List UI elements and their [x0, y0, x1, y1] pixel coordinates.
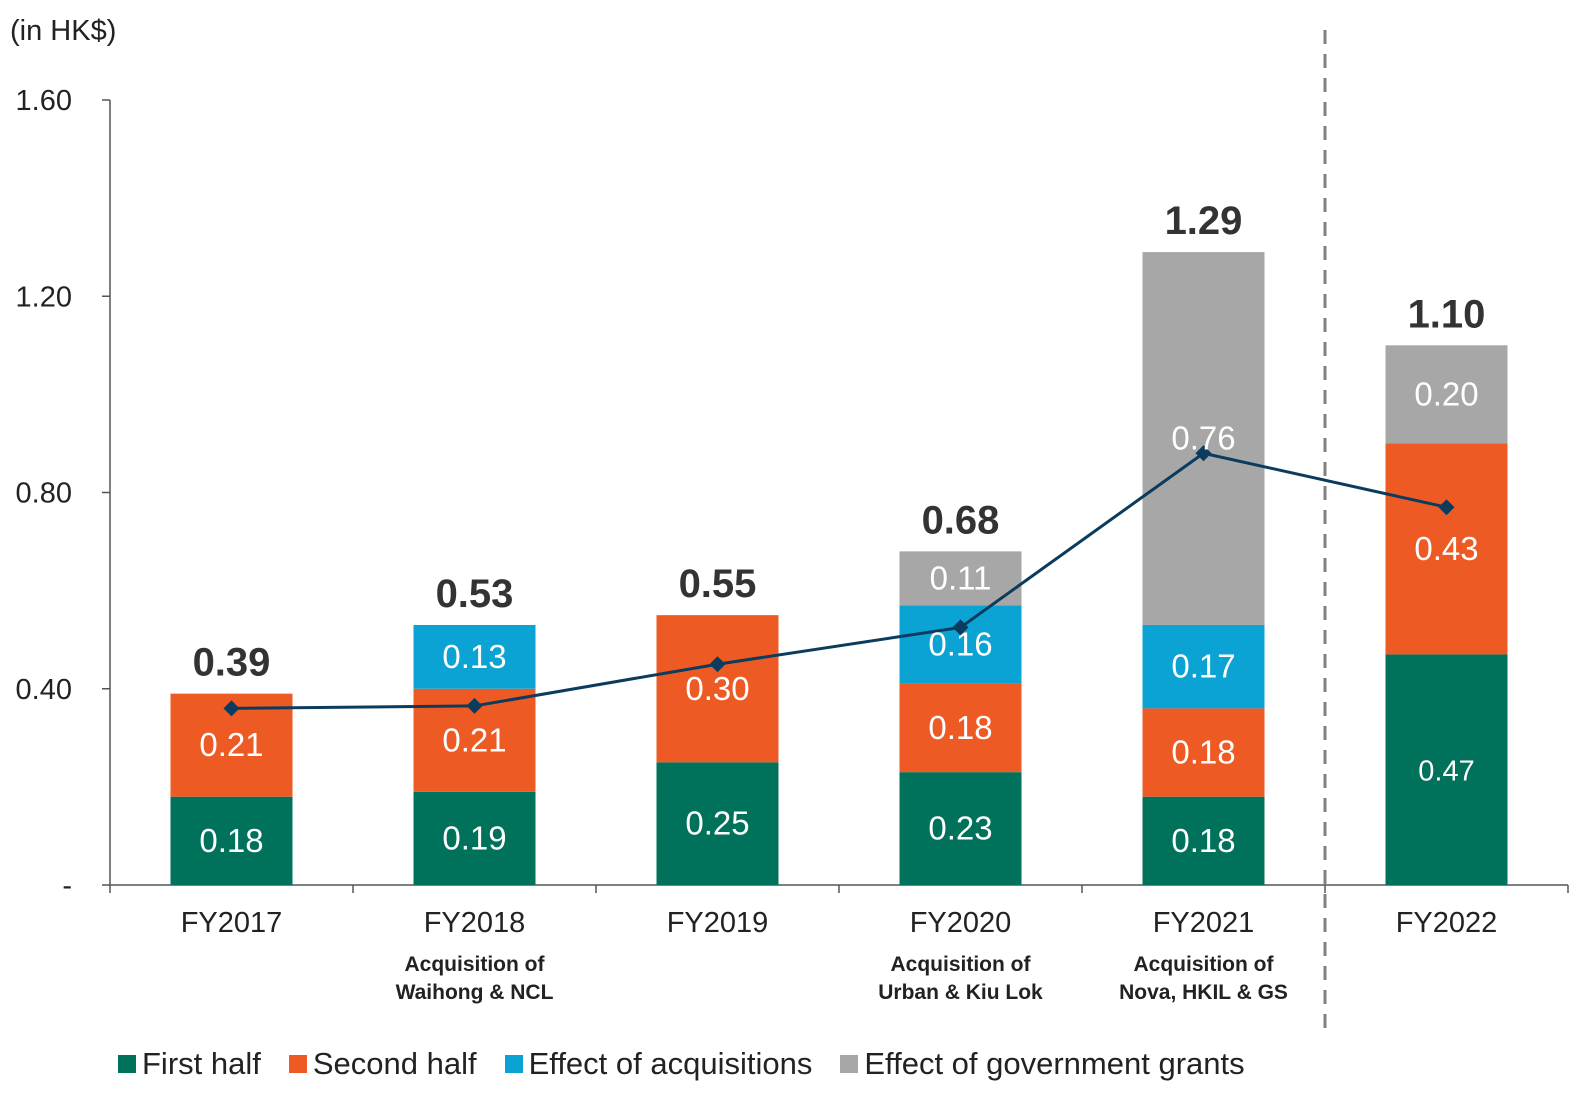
bar-segment	[899, 551, 1022, 606]
data-label: 0.21	[442, 721, 506, 758]
unit-label: (in HK$)	[10, 15, 116, 47]
trend-point	[709, 656, 726, 673]
bar-segment	[1385, 345, 1508, 444]
legend-item: Effect of acquisitions	[504, 1046, 813, 1082]
total-label: 0.39	[193, 641, 271, 685]
data-label: 0.20	[1414, 375, 1478, 412]
y-tick-label: 0.40	[16, 674, 72, 706]
legend-swatch	[118, 1055, 136, 1073]
axis-layer: - 0.40 0.80 1.20 1.60	[16, 30, 1569, 1030]
legend-swatch	[840, 1055, 859, 1073]
legend-label: Second half	[312, 1046, 477, 1081]
total-label: 0.53	[436, 572, 514, 616]
data-label: 0.13	[442, 638, 506, 675]
bar-segment	[1142, 708, 1265, 797]
data-label: 0.18	[1171, 822, 1235, 859]
bar-segment	[413, 791, 536, 885]
legend-swatch	[504, 1055, 523, 1073]
legend-item: First half	[118, 1046, 261, 1082]
y-tick-label: 1.60	[16, 85, 72, 117]
data-label: 0.43	[1414, 530, 1478, 567]
data-label: 0.17	[1171, 648, 1235, 685]
bar-segment	[170, 796, 293, 885]
trend-point	[466, 697, 483, 714]
total-label: 1.29	[1165, 199, 1243, 243]
data-label: 0.25	[685, 805, 749, 842]
bar-segment	[899, 605, 1022, 684]
total-label: 0.55	[679, 562, 757, 606]
trend-point	[952, 619, 969, 636]
legend-label: First half	[142, 1046, 261, 1081]
bar-segment	[656, 615, 779, 763]
x-tick-label: FY2022	[1396, 907, 1498, 939]
x-tick-label: FY2018	[424, 907, 526, 939]
data-label: 0.16	[928, 626, 992, 663]
trend-point	[1438, 499, 1455, 516]
data-label: 0.18	[1171, 734, 1235, 771]
data-label: 0.23	[928, 810, 992, 847]
bar-segment	[1142, 624, 1265, 709]
x-tick-label: FY2019	[667, 907, 769, 939]
bar-segment	[413, 624, 536, 689]
legend: First half Second half Effect of acquisiti…	[118, 1046, 1245, 1082]
legend-swatch	[288, 1055, 307, 1073]
x-tick-label: FY2020	[910, 907, 1012, 939]
legend-item: Second half	[288, 1046, 477, 1082]
x-tick-label: FY2017	[181, 907, 283, 939]
bar-segment	[656, 762, 779, 885]
data-label: 0.21	[199, 726, 263, 763]
category-note: Acquisition of	[891, 953, 1032, 976]
category-note: Waihong & NCL	[396, 981, 554, 1004]
bar-segment	[1142, 252, 1265, 625]
x-tick-label: FY2021	[1153, 907, 1255, 939]
data-label: 0.30	[685, 670, 749, 707]
bar-segment	[1385, 654, 1508, 885]
category-note: Acquisition of	[405, 953, 546, 976]
data-label: 0.19	[442, 819, 506, 856]
total-label: 1.10	[1408, 292, 1486, 336]
category-note: Acquisition of	[1134, 953, 1275, 976]
trend-point	[1195, 445, 1212, 462]
bar-segment	[1142, 796, 1265, 885]
y-tick-label: 0.80	[16, 478, 72, 510]
legend-item: Effect of government grants	[840, 1046, 1245, 1082]
label-layer: FY2017 FY2018 Acquisition of Waihong & NCL F…	[181, 199, 1498, 1004]
data-label: 0.18	[199, 822, 263, 859]
y-tick-label: -	[62, 870, 72, 902]
bar-segment	[899, 683, 1022, 773]
data-label: 0.47	[1418, 756, 1474, 788]
line-layer	[223, 445, 1455, 717]
data-label: 0.76	[1171, 420, 1235, 457]
legend-label: Effect of government grants	[864, 1046, 1245, 1081]
legend-label: Effect of acquisitions	[528, 1046, 813, 1081]
data-label: 0.11	[930, 559, 992, 596]
trend-line	[231, 451, 1447, 710]
category-note: Nova, HKIL & GS	[1119, 981, 1288, 1004]
total-label: 0.68	[922, 498, 1000, 542]
trend-point	[223, 700, 240, 717]
category-note: Urban & Kiu Lok	[878, 981, 1043, 1004]
bar-segment	[899, 772, 1022, 885]
y-tick-label: 1.20	[16, 281, 72, 313]
bar-segment	[1385, 443, 1508, 655]
data-label: 0.18	[928, 709, 992, 746]
bar-layer	[170, 252, 1508, 885]
